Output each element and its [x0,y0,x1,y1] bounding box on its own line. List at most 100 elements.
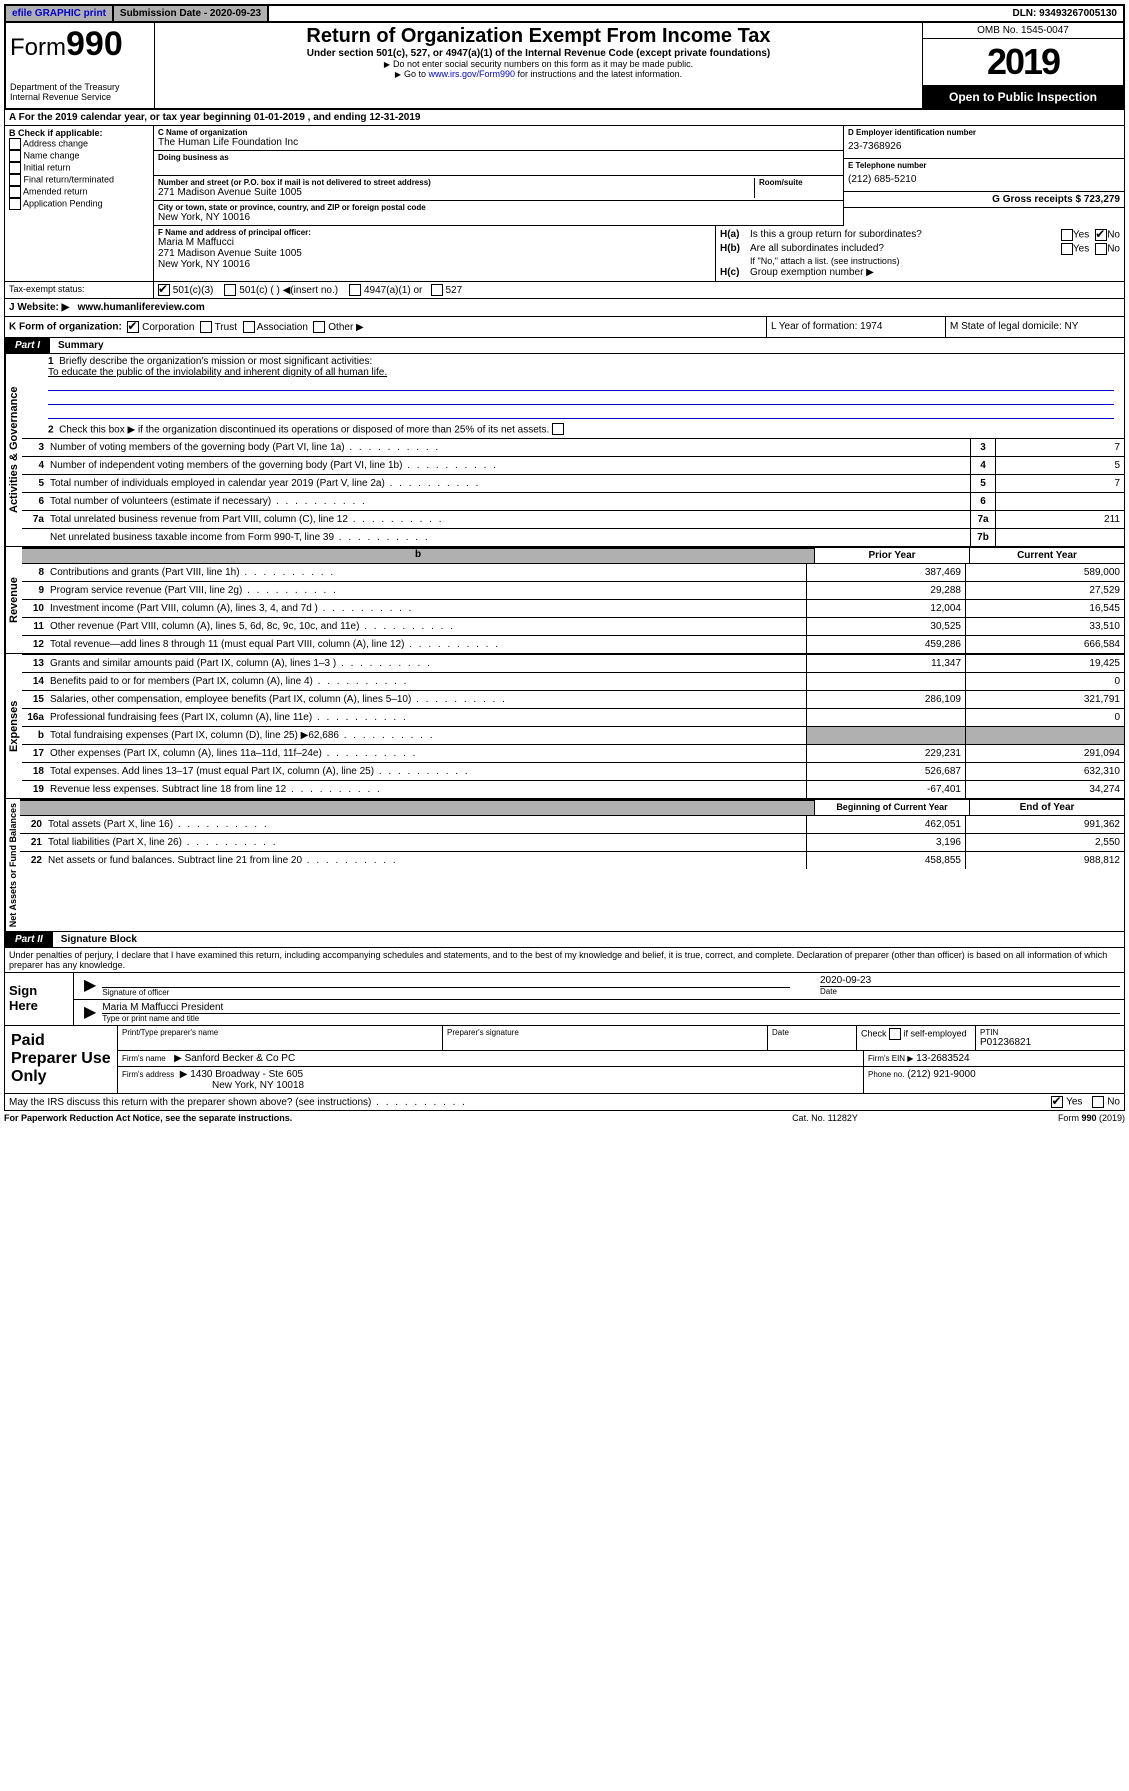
i-row: Tax-exempt status: 501(c)(3) 501(c) ( ) … [4,282,1125,299]
dept-treasury: Department of the Treasury [10,82,150,92]
check-initial-return[interactable]: Initial return [9,162,149,174]
discuss-no[interactable]: No [1092,1096,1120,1108]
summary-line: 16aProfessional fundraising fees (Part I… [22,708,1124,726]
website-url[interactable]: www.humanlifereview.com [78,302,205,313]
gross-receipts: G Gross receipts $ 723,279 [844,192,1124,208]
k-corp[interactable]: Corporation [127,322,194,333]
form-header: Form990 Department of the Treasury Inter… [4,23,1125,110]
ha-no[interactable]: No [1095,229,1120,241]
i-501c[interactable]: 501(c) ( ) ◀(insert no.) [224,285,338,296]
sign-here-block: Sign Here ▶ Signature of officer 2020-09… [4,973,1125,1026]
identity-block: B Check if applicable: Address change Na… [4,126,1125,226]
check-final-return[interactable]: Final return/terminated [9,174,149,186]
hdr-prior: Prior Year [814,548,969,563]
firm-addr1: 1430 Broadway - Ste 605 [190,1069,303,1080]
city-label: City or town, state or province, country… [158,203,839,212]
i-527[interactable]: 527 [431,285,462,296]
summary-line: 21Total liabilities (Part X, line 26)3,1… [20,833,1124,851]
ein-label: D Employer identification number [848,128,1120,137]
f-addr1: 271 Madison Avenue Suite 1005 [158,248,711,259]
vert-revenue: Revenue [5,547,22,653]
k-assoc[interactable]: Association [243,322,308,333]
check-address-change[interactable]: Address change [9,138,149,150]
ptin-value: P01236821 [980,1037,1120,1048]
hdr-begin: Beginning of Current Year [814,800,969,815]
ha-yes[interactable]: Yes [1061,229,1089,241]
vert-expenses: Expenses [5,654,22,798]
summary-line: 15Salaries, other compensation, employee… [22,690,1124,708]
summary-line: 14Benefits paid to or for members (Part … [22,672,1124,690]
summary-expenses: Expenses 13Grants and similar amounts pa… [4,654,1125,799]
check-application-pending[interactable]: Application Pending [9,198,149,210]
summary-line: 7aTotal unrelated business revenue from … [22,510,1124,528]
prep-sig-label: Preparer's signature [447,1028,763,1037]
hdr-b-shaded: b [22,548,814,563]
summary-line: 9Program service revenue (Part VIII, lin… [22,581,1124,599]
part2-header: Part II Signature Block [4,932,1125,948]
hb-no[interactable]: No [1095,243,1120,255]
sign-here-label: Sign Here [5,973,74,1025]
row-a-tax-year: A For the 2019 calendar year, or tax yea… [4,110,1125,126]
f-label: F Name and address of principal officer: [158,228,711,237]
q2-check[interactable] [552,423,564,435]
form-subtitle-2: Do not enter social security numbers on … [159,59,918,69]
summary-revenue: Revenue b Prior Year Current Year 8Contr… [4,547,1125,654]
footer-mid: Cat. No. 11282Y [725,1113,925,1123]
summary-net: Net Assets or Fund Balances Beginning of… [4,799,1125,932]
l-year: L Year of formation: 1974 [766,317,945,337]
summary-line: Net unrelated business taxable income fr… [22,528,1124,546]
prep-name-label: Print/Type preparer's name [122,1028,438,1037]
irs-link[interactable]: www.irs.gov/Form990 [429,69,516,79]
q1-text: Briefly describe the organization's miss… [59,356,372,367]
discuss-yes[interactable]: Yes [1051,1096,1082,1108]
open-public-badge: Open to Public Inspection [923,86,1123,108]
submission-date: Submission Date - 2020-09-23 [114,6,269,21]
summary-line: 8Contributions and grants (Part VIII, li… [22,563,1124,581]
section-b-label: B Check if applicable: [9,128,149,138]
summary-line: 4Number of independent voting members of… [22,456,1124,474]
hb-note: If "No," attach a list. (see instruction… [720,256,1120,266]
prep-self-employed[interactable]: Check if self-employed [857,1026,976,1050]
sig-name-label: Type or print name and title [102,1014,1120,1023]
f-addr2: New York, NY 10016 [158,259,711,270]
phone-label: E Telephone number [848,161,1120,170]
org-name: The Human Life Foundation Inc [158,137,839,148]
k-other[interactable]: Other ▶ [313,322,363,333]
efile-link[interactable]: efile GRAPHIC print [6,6,114,21]
k-trust[interactable]: Trust [200,322,237,333]
f-h-row: F Name and address of principal officer:… [4,226,1125,282]
summary-line: 13Grants and similar amounts paid (Part … [22,654,1124,672]
vert-net: Net Assets or Fund Balances [5,799,20,931]
prep-date-label: Date [772,1028,852,1037]
summary-line: 17Other expenses (Part IX, column (A), l… [22,744,1124,762]
f-name: Maria M Maffucci [158,237,711,248]
irs-discuss-row: May the IRS discuss this return with the… [4,1094,1125,1111]
dba-value [158,162,839,173]
hc-label: Group exemption number ▶ [750,267,874,278]
city-value: New York, NY 10016 [158,212,839,223]
form-title: Return of Organization Exempt From Incom… [159,25,918,48]
dln: DLN: 93493267005130 [1006,6,1123,21]
check-amended[interactable]: Amended return [9,186,149,198]
form-number: Form990 [10,25,150,64]
check-name-change[interactable]: Name change [9,150,149,162]
summary-line: 22Net assets or fund balances. Subtract … [20,851,1124,869]
hb-question: Are all subordinates included? [750,243,1061,255]
hb-yes[interactable]: Yes [1061,243,1089,255]
i-501c3[interactable]: 501(c)(3) [158,285,213,296]
j-row: J Website: ▶ www.humanlifereview.com [4,299,1125,317]
hdr-end: End of Year [969,800,1124,815]
footer-left: For Paperwork Reduction Act Notice, see … [4,1113,725,1123]
addr-label: Number and street (or P.O. box if mail i… [158,178,754,187]
sig-date: 2020-09-23 [820,975,1120,987]
i-label: Tax-exempt status: [5,282,154,298]
summary-line: 18Total expenses. Add lines 13–17 (must … [22,762,1124,780]
top-bar: efile GRAPHIC print Submission Date - 20… [4,4,1125,23]
a1-text: To educate the public of the inviolabili… [48,367,387,378]
ein-value: 23-7368926 [848,137,1120,156]
i-4947[interactable]: 4947(a)(1) or [349,285,422,296]
sig-name: Maria M Maffucci President [102,1002,1120,1014]
sig-officer-label: Signature of officer [102,988,790,997]
summary-line: bTotal fundraising expenses (Part IX, co… [22,726,1124,744]
summary-governance: Activities & Governance 1 Briefly descri… [4,354,1125,547]
